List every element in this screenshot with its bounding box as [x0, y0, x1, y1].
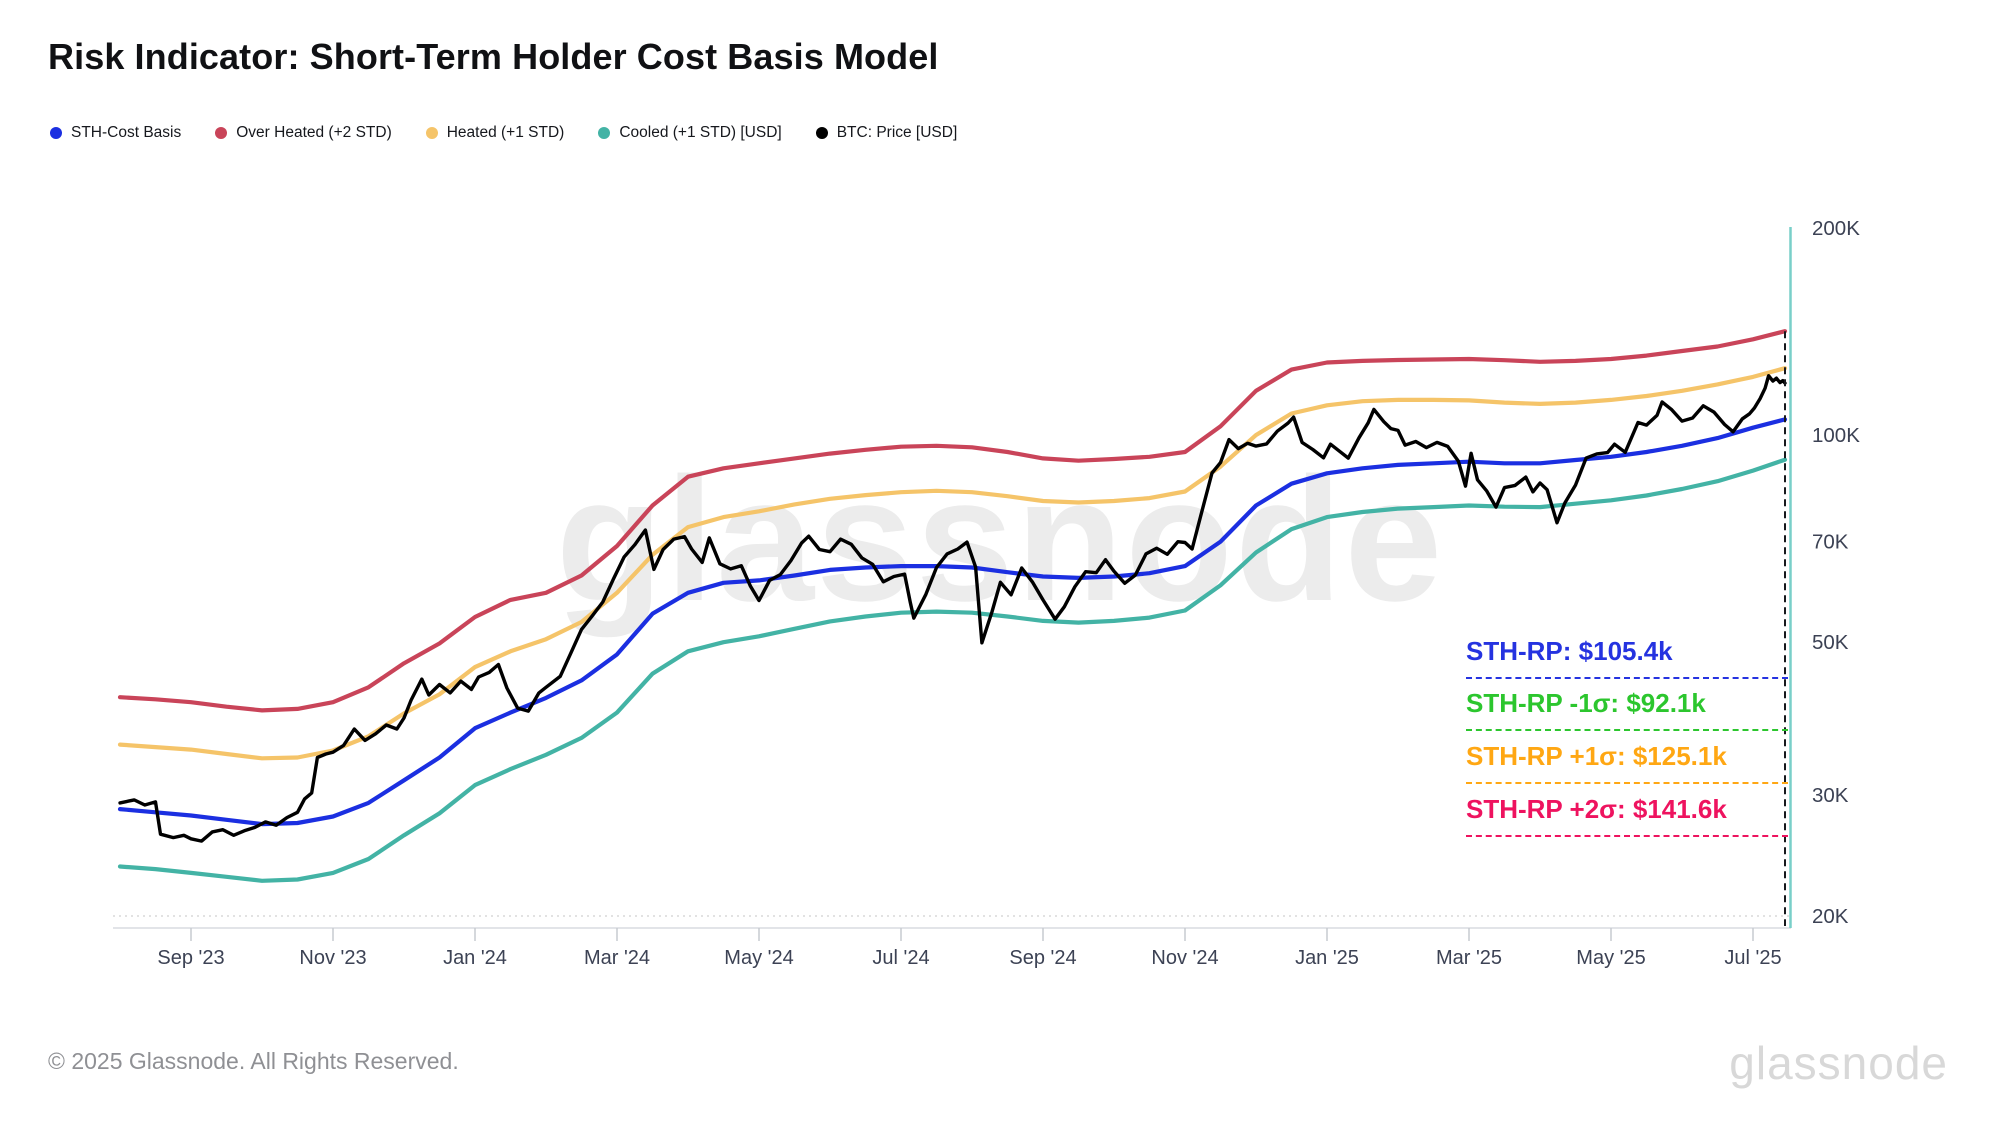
x-axis-label: Jul '25: [1724, 947, 1781, 969]
legend-item-cooled[interactable]: Cooled (+1 STD) [USD]: [598, 124, 782, 142]
legend-dot-icon: [598, 127, 611, 139]
legend: STH-Cost Basis Over Heated (+2 STD) Heat…: [50, 124, 957, 142]
x-axis-label: Jan '25: [1295, 947, 1359, 969]
copyright-text: © 2025 Glassnode. All Rights Reserved.: [48, 1048, 459, 1074]
x-axis-label: Jan '24: [443, 947, 507, 969]
legend-dot-icon: [215, 127, 228, 139]
y-axis-label: 100K: [1812, 424, 1860, 447]
page-title: Risk Indicator: Short-Term Holder Cost B…: [48, 36, 939, 77]
annotation-sth-rp-plus-2sigma: STH-RP +2σ: $141.6k: [1466, 794, 1788, 837]
y-axis-label: 70K: [1812, 531, 1849, 554]
legend-item-label: BTC: Price [USD]: [836, 124, 958, 141]
legend-dot-icon: [50, 127, 62, 139]
legend-dot-icon: [425, 127, 438, 139]
legend-dot-icon: [815, 127, 828, 139]
legend-item-label: Cooled (+1 STD) [USD]: [619, 124, 782, 141]
series-line-cooled-1-std-usd: [117, 457, 1788, 883]
series-line-sth-cost-basis: [117, 417, 1788, 827]
legend-item-label: STH-Cost Basis: [71, 124, 182, 141]
annotation-sth-rp: STH-RP: $105.4k: [1466, 636, 1788, 679]
legend-item-over-heated[interactable]: Over Heated (+2 STD): [215, 124, 392, 142]
glassnode-logo: glassnode: [1729, 1037, 1948, 1089]
x-axis-label: May '25: [1576, 947, 1645, 969]
x-axis-label: Nov '24: [1151, 947, 1218, 969]
series-line-over-heated-2-std: [117, 329, 1788, 713]
y-axis-label: 20K: [1812, 905, 1849, 928]
annotation-sth-rp-minus-1sigma: STH-RP -1σ: $92.1k: [1466, 688, 1788, 731]
x-axis-label: Jul '24: [872, 947, 929, 969]
annotation-sth-rp-plus-1sigma: STH-RP +1σ: $125.1k: [1466, 741, 1788, 784]
series-line-heated-1-std: [117, 366, 1788, 761]
y-axis-label: 200K: [1812, 217, 1860, 240]
x-axis-label: Sep '23: [157, 947, 224, 969]
x-axis-label: Sep '24: [1009, 947, 1076, 969]
x-axis-label: Nov '23: [299, 947, 366, 969]
legend-item-btc-price[interactable]: BTC: Price [USD]: [815, 124, 958, 142]
x-axis-label: Mar '25: [1436, 947, 1502, 969]
y-axis-label: 50K: [1812, 631, 1849, 654]
y-axis-label: 30K: [1812, 784, 1849, 807]
legend-item-label: Heated (+1 STD): [446, 124, 565, 141]
series-line-btc-price-usd: [118, 374, 1787, 843]
x-axis-label: Mar '24: [584, 947, 650, 969]
legend-item-sth-cost-basis[interactable]: STH-Cost Basis: [50, 124, 181, 142]
legend-item-label: Over Heated (+2 STD): [236, 124, 392, 141]
legend-item-heated[interactable]: Heated (+1 STD): [425, 124, 565, 142]
x-axis-label: May '24: [724, 947, 793, 969]
